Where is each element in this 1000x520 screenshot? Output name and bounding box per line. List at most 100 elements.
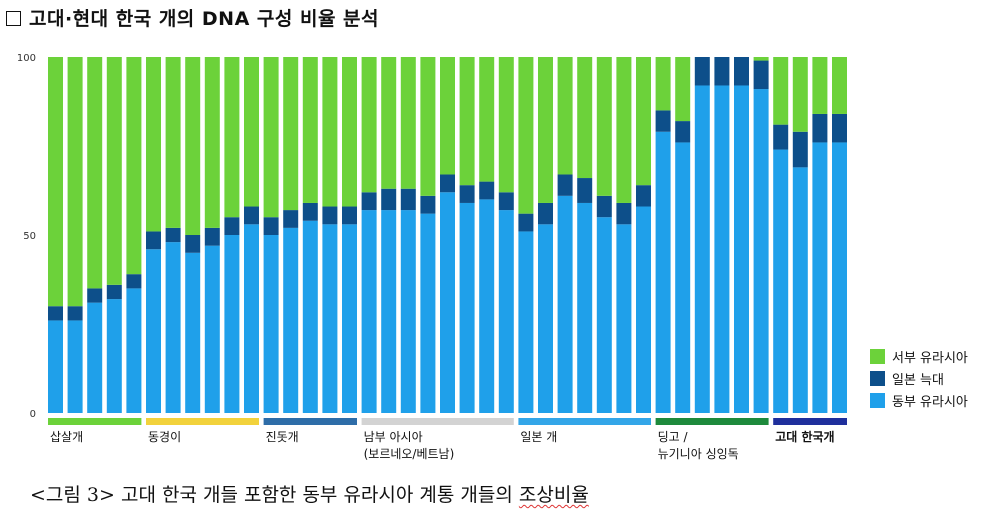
bar-segment-2 (244, 206, 259, 225)
bar-segment-3 (773, 57, 789, 125)
bar-segment-3 (792, 57, 808, 132)
bar-segment-3 (616, 57, 632, 203)
bar-segment-2 (636, 185, 651, 207)
bar-segment-1 (440, 192, 455, 413)
caption-main: <그림 3> 고대 한국 개들 포함한 동부 유라시아 계통 개들의 (30, 484, 519, 506)
bar-segment-3 (675, 57, 691, 122)
bar-segment-3 (342, 57, 357, 207)
bar-segment-3 (87, 57, 103, 289)
bar-segment-3 (381, 57, 397, 189)
bar-segment-3 (812, 57, 828, 114)
bar-segment-2 (694, 57, 710, 86)
bar-segment-1 (714, 85, 730, 414)
bar-segment-1 (694, 85, 710, 414)
bar-segment-3 (753, 57, 769, 61)
bar-segment-3 (459, 57, 475, 186)
bar-segment-1 (224, 235, 240, 413)
bar-segment-1 (459, 202, 475, 413)
bar-segment-1 (773, 149, 789, 413)
bar-segment-1 (812, 142, 828, 413)
bar-segment-3 (322, 57, 338, 207)
bar-segment-1 (165, 242, 181, 413)
legend-label: 일본 늑대 (892, 372, 944, 388)
legend-item: 일본 늑대 (870, 367, 968, 389)
bar-segment-1 (146, 249, 161, 413)
bar-segment-2 (538, 202, 553, 225)
bar-segment-1 (263, 235, 279, 413)
bar-segment-2 (146, 231, 161, 250)
bar-segment-1 (832, 142, 847, 413)
bar-segment-2 (440, 174, 455, 193)
bar-segment-2 (400, 188, 416, 211)
bar-segment-1 (655, 131, 671, 413)
group-label: 삽살개 (50, 430, 83, 444)
stacked-bar-chart: 0 50 100 삽살개 동경이 진돗개 남부 아시아 (보르네오/베트남) 일본 개 딩고 / 뉴… (17, 53, 847, 461)
bar-segment-2 (381, 188, 397, 211)
bar-segment-3 (832, 57, 847, 114)
group-bar-6 (655, 418, 769, 425)
bar-segment-2 (577, 178, 593, 203)
bar-segment-2 (48, 306, 63, 321)
bar-segment-1 (322, 224, 338, 413)
group-label: 고대 한국개 (775, 429, 834, 444)
bar-segment-3 (224, 57, 240, 218)
bar-segment-1 (420, 213, 436, 413)
bar-segment-3 (126, 57, 142, 275)
bar-segment-3 (557, 57, 573, 175)
bar-segment-3 (361, 57, 377, 193)
group-label-line2: (보르네오/베트남) (364, 447, 455, 461)
bar-segment-3 (165, 57, 181, 228)
bar-segment-1 (479, 199, 495, 413)
group-bar-1 (48, 418, 142, 425)
bar-segment-1 (283, 227, 299, 413)
bar-segment-2 (361, 192, 377, 211)
bar-segment-1 (518, 231, 534, 413)
bar-segment-3 (596, 57, 612, 196)
bar-segment-2 (616, 202, 632, 225)
bar-segment-3 (244, 57, 259, 207)
legend-swatch (870, 348, 885, 364)
bar-segment-1 (106, 299, 122, 413)
group-label: 남부 아시아 (364, 430, 423, 444)
bar-segment-2 (675, 121, 691, 143)
bar-segment-1 (381, 210, 397, 413)
bar-segment-3 (204, 57, 220, 228)
bar-segment-1 (342, 224, 357, 413)
bar-segment-3 (538, 57, 553, 203)
bar-segment-2 (557, 174, 573, 196)
group-label-line2: 뉴기니아 싱잉독 (658, 447, 739, 461)
bar-segment-2 (302, 202, 318, 221)
bar-segment-2 (596, 195, 612, 218)
bar-segment-1 (616, 224, 632, 413)
bar-segment-3 (263, 57, 279, 218)
bar-segment-1 (87, 302, 103, 413)
bar-segment-2 (126, 274, 142, 289)
bar-segment-1 (361, 210, 377, 413)
legend-item: 동부 유라시아 (870, 389, 968, 411)
bar-segment-2 (185, 235, 201, 253)
bar-segment-1 (498, 210, 514, 413)
bar-segment-2 (420, 195, 436, 214)
bar-segment-2 (518, 213, 534, 232)
legend-label: 동부 유라시아 (892, 394, 968, 410)
bar-segment-1 (753, 89, 769, 413)
bar-segment-2 (283, 210, 299, 228)
bar-segment-1 (557, 195, 573, 413)
bar-segment-2 (322, 206, 338, 225)
bar-segment-3 (498, 57, 514, 193)
legend-label: 서부 유라시아 (892, 350, 968, 366)
group-bar-3 (263, 418, 357, 425)
bar-segment-3 (302, 57, 318, 203)
y-tick-label: 100 (17, 53, 36, 64)
group-label: 동경이 (148, 430, 181, 444)
bar-segment-2 (87, 288, 103, 303)
bar-segment-2 (204, 227, 220, 246)
group-bar-2 (146, 418, 259, 425)
bar-segment-2 (714, 57, 730, 86)
checkbox-square-icon (6, 11, 21, 26)
bar-segment-1 (67, 320, 83, 413)
bar-segment-1 (204, 245, 220, 413)
legend-swatch (870, 392, 885, 408)
bar-segment-1 (48, 320, 63, 413)
